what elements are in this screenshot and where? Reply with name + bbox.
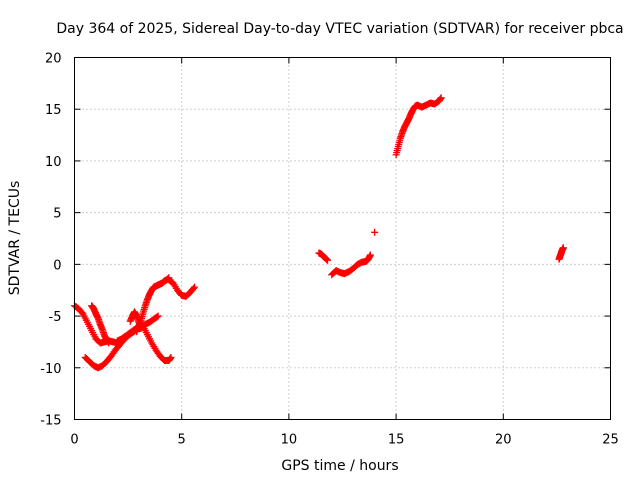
series-trace-f <box>165 276 199 300</box>
data-point <box>437 94 445 102</box>
y-tick-labels: -15 -10 -5 0 5 10 15 20 <box>40 52 61 429</box>
chart-title: Day 364 of 2025, Sidereal Day-to-day VTE… <box>56 21 623 37</box>
x-axis-label: GPS time / hours <box>281 458 398 474</box>
axis-ticks <box>74 57 611 420</box>
x-tick-labels: 0 5 10 15 20 25 <box>70 433 618 448</box>
data-point <box>153 313 161 321</box>
data-point <box>323 256 331 264</box>
data-point <box>191 283 199 291</box>
x-tick-label: 15 <box>388 433 405 448</box>
plot-frame <box>74 57 611 420</box>
series-trace-i <box>328 251 374 279</box>
y-tick-label: 10 <box>45 155 62 170</box>
data-point <box>154 312 162 320</box>
data-point <box>137 324 145 332</box>
data-points <box>71 94 567 372</box>
y-tick-label: -10 <box>40 362 61 377</box>
x-tick-label: 25 <box>602 433 619 448</box>
series-trace-g <box>126 308 145 332</box>
series-trace-h <box>315 249 331 264</box>
x-tick-label: 0 <box>70 433 78 448</box>
data-point <box>189 284 197 292</box>
series-trace-l <box>555 244 567 263</box>
x-tick-label: 20 <box>495 433 512 448</box>
x-tick-label: 10 <box>281 433 298 448</box>
y-tick-label: 5 <box>53 207 61 222</box>
x-tick-label: 5 <box>178 433 186 448</box>
series-trace-b <box>88 302 113 347</box>
y-tick-label: 20 <box>45 52 62 67</box>
data-point <box>105 339 113 347</box>
y-tick-label: 15 <box>45 103 62 118</box>
data-point <box>371 228 379 236</box>
data-point <box>559 244 567 252</box>
y-axis-label: SDTVAR / TECUs <box>7 181 23 296</box>
series-trace-k <box>392 94 445 159</box>
data-point <box>366 251 374 259</box>
y-tick-label: -15 <box>40 414 61 429</box>
series-trace-j <box>371 228 379 236</box>
y-tick-label: -5 <box>49 310 62 325</box>
y-tick-label: 0 <box>53 258 61 273</box>
grid-lines <box>74 57 611 420</box>
data-point <box>167 353 175 361</box>
